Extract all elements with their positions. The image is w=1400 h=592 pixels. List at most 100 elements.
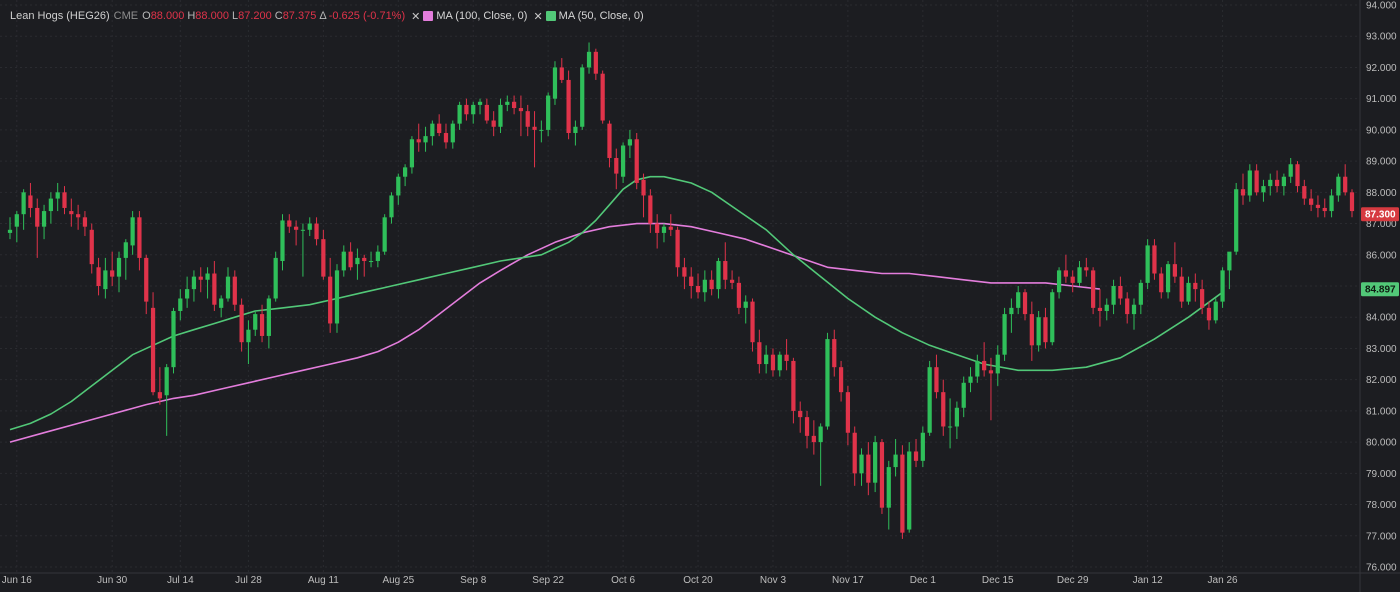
candle: [559, 58, 564, 84]
x-tick-label: Oct 6: [611, 575, 635, 586]
candle: [518, 95, 524, 137]
candle: [723, 242, 728, 290]
x-tick-label: Dec 15: [982, 575, 1014, 586]
x-tick-label: Jul 28: [235, 575, 262, 586]
candle-body: [1281, 176, 1286, 187]
candle: [450, 120, 455, 149]
candle-body: [879, 442, 885, 508]
candle-body: [491, 120, 496, 127]
candle: [941, 379, 946, 436]
candle: [1302, 179, 1307, 205]
candle: [505, 95, 510, 112]
candle: [266, 295, 271, 349]
candle-body: [1220, 270, 1225, 302]
candle-body: [259, 314, 265, 336]
candle-body: [825, 339, 830, 427]
price-tags: 87.300 84.897: [1361, 207, 1399, 297]
candle-body: [266, 298, 271, 336]
low-value: 87.200: [238, 10, 272, 22]
candle: [1043, 307, 1048, 349]
candle-body: [457, 104, 462, 124]
candle-body: [1186, 282, 1191, 302]
close-x-icon[interactable]: ✕: [411, 10, 421, 23]
candle-body: [634, 139, 639, 183]
candle: [954, 401, 960, 439]
high-label: H: [187, 10, 196, 22]
candle: [600, 70, 605, 124]
candle-body: [185, 289, 190, 299]
candle-body: [225, 276, 231, 299]
candle: [280, 214, 285, 271]
candle-body: [382, 217, 387, 252]
candle: [716, 257, 721, 299]
y-tick-label: 88.000: [1366, 188, 1397, 199]
y-tick-label: 89.000: [1366, 157, 1397, 168]
candle-body: [1063, 270, 1068, 277]
candle: [273, 251, 278, 302]
candle-body: [546, 95, 551, 130]
close-x-icon[interactable]: ✕: [533, 10, 543, 23]
candle-body: [300, 229, 306, 231]
candle: [634, 133, 639, 190]
candle: [661, 223, 667, 243]
candle: [21, 189, 26, 230]
symbol-name[interactable]: Lean Hogs (HEG26): [10, 10, 110, 22]
candle-body: [396, 176, 401, 196]
candle: [1125, 292, 1130, 324]
candle-body: [1070, 276, 1075, 283]
candle-body: [804, 417, 810, 436]
candle: [1029, 301, 1034, 361]
candle-body: [852, 432, 857, 474]
candle-body: [328, 276, 333, 324]
candle-body: [321, 239, 326, 277]
candle: [423, 126, 428, 152]
candle-body: [600, 73, 605, 121]
candle-body: [566, 79, 571, 134]
candle-body: [402, 167, 408, 177]
candle-body: [355, 257, 360, 265]
candle-body: [770, 354, 776, 371]
candle-body: [920, 432, 925, 461]
candle-body: [723, 261, 728, 280]
candle-body: [232, 276, 237, 305]
candle: [225, 267, 231, 302]
candle-body: [178, 298, 183, 311]
y-tick-label: 93.000: [1366, 32, 1397, 43]
candle: [69, 198, 74, 227]
candle: [89, 223, 94, 274]
candle: [655, 214, 660, 249]
candle-body: [21, 192, 26, 215]
y-tick-label: 94.000: [1366, 1, 1397, 12]
chart-legend: Lean Hogs (HEG26) CME O 88.000 H 88.000 …: [10, 8, 644, 24]
candle-body: [1240, 189, 1246, 196]
ma50-legend-label[interactable]: MA (50, Close, 0): [558, 10, 644, 22]
candle-body: [164, 367, 169, 396]
candle-body: [927, 367, 932, 433]
candle: [995, 345, 1000, 386]
ma100-legend-label[interactable]: MA (100, Close, 0): [436, 10, 528, 22]
candle: [593, 48, 598, 80]
candle: [334, 264, 340, 333]
candle-body: [1274, 179, 1280, 187]
candle-body: [661, 226, 667, 233]
candle: [464, 98, 469, 121]
candle-body: [1009, 307, 1014, 315]
candle: [321, 229, 326, 280]
candle-body: [416, 139, 421, 143]
candle: [430, 120, 435, 146]
candle: [1220, 267, 1225, 308]
candle: [682, 257, 687, 290]
candle-body: [212, 273, 217, 305]
candle: [539, 120, 544, 143]
candle: [171, 307, 176, 374]
candle-body: [48, 198, 53, 212]
candle-body: [219, 298, 224, 308]
candle-body: [709, 279, 714, 290]
candle-body: [614, 157, 619, 174]
x-axis: Jun 16 Jun 30 Jul 14 Jul 28 Aug 11 Aug 25 Sep …: [2, 575, 1238, 586]
candle: [1240, 173, 1246, 205]
change-label: Δ: [319, 10, 327, 22]
candle: [110, 251, 115, 286]
x-tick-label: Oct 20: [683, 575, 713, 586]
